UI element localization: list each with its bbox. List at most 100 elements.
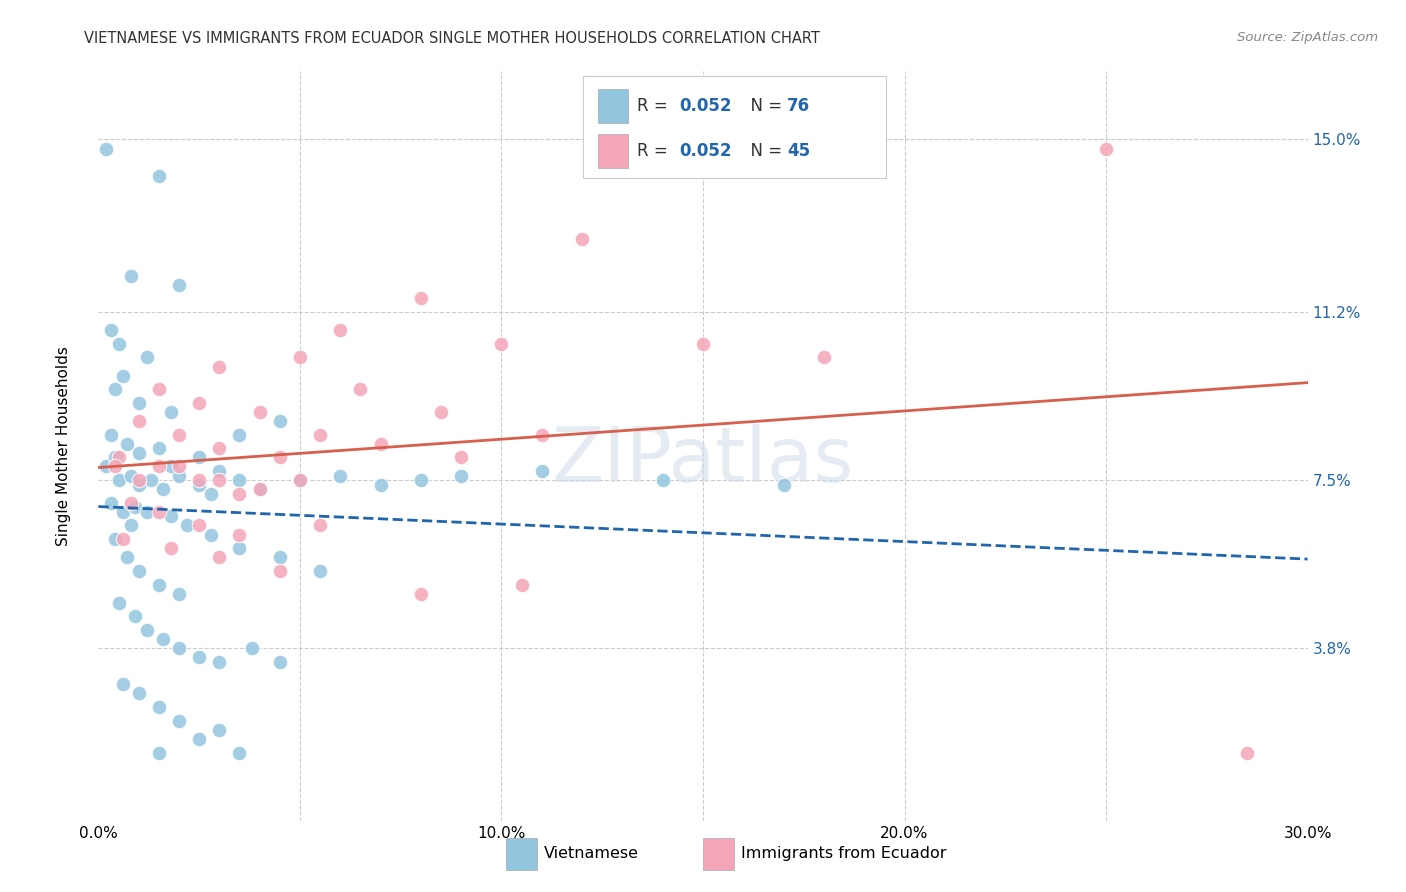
Point [813, 351, 835, 365]
Point [103, 459, 125, 474]
Point [111, 677, 134, 691]
Point [1095, 142, 1118, 156]
Point [329, 468, 352, 483]
Point [409, 473, 432, 487]
Point [139, 473, 162, 487]
Point [329, 323, 352, 337]
Point [111, 505, 134, 519]
Point [1236, 746, 1258, 760]
Text: ZIPatlas: ZIPatlas [551, 424, 855, 498]
Point [96, 142, 118, 156]
Text: R =: R = [637, 97, 673, 115]
Point [228, 746, 250, 760]
Point [208, 723, 231, 737]
Point [409, 292, 432, 306]
Text: Source: ZipAtlas.com: Source: ZipAtlas.com [1237, 31, 1378, 45]
Point [160, 509, 183, 524]
Point [288, 351, 311, 365]
Point [148, 700, 170, 714]
Point [228, 473, 250, 487]
Point [188, 396, 211, 410]
Point [430, 405, 453, 419]
Point [103, 450, 125, 465]
Point [160, 459, 183, 474]
Point [115, 436, 138, 450]
Point [692, 336, 714, 351]
Point [124, 609, 146, 624]
Point [135, 351, 157, 365]
Point [120, 518, 142, 533]
Point [111, 368, 134, 383]
Point [120, 268, 142, 283]
Text: N =: N = [740, 97, 787, 115]
Point [188, 473, 211, 487]
Point [249, 482, 271, 496]
Point [128, 446, 150, 460]
Point [208, 359, 231, 374]
Point [249, 482, 271, 496]
Point [135, 623, 157, 637]
Point [530, 464, 553, 478]
Point [288, 473, 311, 487]
Point [450, 450, 472, 465]
Point [152, 632, 174, 646]
Point [228, 541, 250, 556]
Text: VIETNAMESE VS IMMIGRANTS FROM ECUADOR SINGLE MOTHER HOUSEHOLDS CORRELATION CHART: VIETNAMESE VS IMMIGRANTS FROM ECUADOR SI… [84, 31, 820, 46]
Point [269, 450, 291, 465]
Point [107, 473, 129, 487]
Point [148, 459, 170, 474]
Point [208, 655, 231, 669]
Point [103, 532, 125, 546]
Point [167, 641, 190, 656]
Point [288, 473, 311, 487]
Point [100, 496, 122, 510]
Point [128, 396, 150, 410]
Point [200, 527, 222, 541]
Point [107, 336, 129, 351]
Point [111, 532, 134, 546]
Point [148, 382, 170, 396]
Point [107, 450, 129, 465]
Point [208, 473, 231, 487]
Point [135, 505, 157, 519]
Point [188, 731, 211, 746]
Point [115, 550, 138, 565]
Point [128, 564, 150, 578]
Point [128, 414, 150, 428]
Point [167, 586, 190, 600]
Point [167, 468, 190, 483]
Text: Vietnamese: Vietnamese [544, 847, 640, 861]
Text: 0.052: 0.052 [679, 142, 731, 160]
Point [160, 405, 183, 419]
Point [269, 550, 291, 565]
Text: 76: 76 [787, 97, 810, 115]
Point [269, 655, 291, 669]
Point [188, 518, 211, 533]
Point [124, 500, 146, 515]
Text: N =: N = [740, 142, 787, 160]
Point [148, 746, 170, 760]
Text: 0.052: 0.052 [679, 97, 731, 115]
Point [349, 382, 371, 396]
Text: 45: 45 [787, 142, 810, 160]
Point [148, 505, 170, 519]
Point [160, 541, 183, 556]
Point [100, 427, 122, 442]
Point [188, 650, 211, 665]
Point [228, 427, 250, 442]
Point [148, 442, 170, 456]
Point [152, 482, 174, 496]
Point [188, 477, 211, 491]
Point [148, 169, 170, 183]
Point [530, 427, 553, 442]
Point [309, 518, 332, 533]
Point [309, 564, 332, 578]
Point [370, 436, 392, 450]
Point [120, 496, 142, 510]
Text: R =: R = [637, 142, 673, 160]
Point [120, 468, 142, 483]
Point [100, 323, 122, 337]
Point [148, 577, 170, 591]
Text: Immigrants from Ecuador: Immigrants from Ecuador [741, 847, 946, 861]
Point [96, 459, 118, 474]
